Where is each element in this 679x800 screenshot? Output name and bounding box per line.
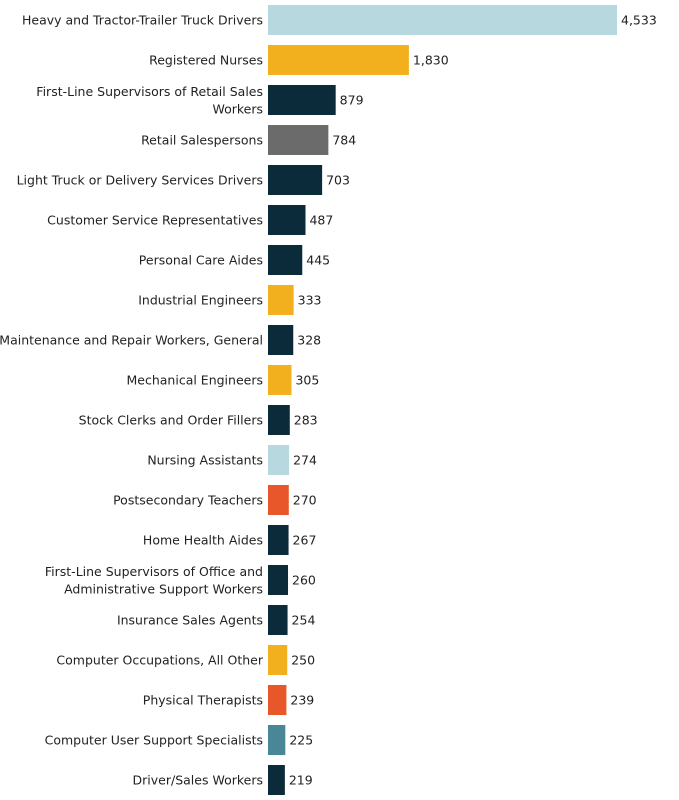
bar xyxy=(268,525,289,555)
value-label: 260 xyxy=(292,573,316,588)
category-label: Computer User Support Specialists xyxy=(45,733,263,748)
bar xyxy=(268,445,290,475)
bar xyxy=(268,205,306,235)
value-label: 784 xyxy=(332,133,356,148)
bar xyxy=(268,285,294,315)
value-label: 270 xyxy=(293,493,317,508)
value-label: 254 xyxy=(292,613,316,628)
bar xyxy=(268,5,617,35)
category-label: Physical Therapists xyxy=(143,693,263,708)
bar xyxy=(268,725,286,755)
category-label: Computer Occupations, All Other xyxy=(56,653,263,668)
value-label: 445 xyxy=(306,253,330,268)
category-label-line: Administrative Support Workers xyxy=(64,581,263,596)
category-label: Maintenance and Repair Workers, General xyxy=(0,333,263,348)
category-label: Nursing Assistants xyxy=(147,453,263,468)
category-label: Insurance Sales Agents xyxy=(117,613,263,628)
value-label: 4,533 xyxy=(621,13,657,28)
category-label: First-Line Supervisors of Retail Sales Wo… xyxy=(36,84,263,117)
bar xyxy=(268,45,409,75)
bar xyxy=(268,485,289,515)
value-label: 487 xyxy=(309,213,333,228)
bar xyxy=(268,85,336,115)
category-label: Industrial Engineers xyxy=(138,293,263,308)
value-label: 328 xyxy=(297,333,321,348)
category-label: Stock Clerks and Order Fillers xyxy=(79,413,263,428)
value-label: 305 xyxy=(295,373,319,388)
category-label: Light Truck or Delivery Services Drivers xyxy=(17,173,263,188)
category-label-line: First-Line Supervisors of Retail Sales xyxy=(36,84,263,99)
category-label: Customer Service Representatives xyxy=(47,213,263,228)
value-label: 333 xyxy=(298,293,322,308)
category-label: Mechanical Engineers xyxy=(127,373,264,388)
bar xyxy=(268,125,329,155)
category-label: Personal Care Aides xyxy=(139,253,263,268)
bar xyxy=(268,245,303,275)
bar xyxy=(268,605,288,635)
value-label: 267 xyxy=(293,533,317,548)
bar xyxy=(268,325,294,355)
value-labels: 4,533 1,830 879 784 703 487 445 333 328 305 283 274… xyxy=(289,13,657,788)
value-label: 879 xyxy=(340,93,364,108)
category-label: Driver/Sales Workers xyxy=(133,773,263,788)
value-label: 250 xyxy=(291,653,315,668)
category-label: Registered Nurses xyxy=(149,53,263,68)
value-label: 1,830 xyxy=(413,53,449,68)
bar xyxy=(268,685,287,715)
category-label: Heavy and Tractor-Trailer Truck Drivers xyxy=(22,13,263,28)
category-label-line: First-Line Supervisors of Office and xyxy=(45,564,263,579)
bar xyxy=(268,405,290,435)
category-label: Postsecondary Teachers xyxy=(113,493,263,508)
category-label: Home Health Aides xyxy=(143,533,263,548)
category-label-line: Workers xyxy=(212,101,263,116)
category-label: Retail Salespersons xyxy=(141,133,263,148)
bars xyxy=(268,5,617,795)
value-label: 274 xyxy=(293,453,317,468)
value-label: 703 xyxy=(326,173,350,188)
bar xyxy=(268,365,292,395)
bar xyxy=(268,165,323,195)
category-labels: Heavy and Tractor-Trailer Truck Drivers R… xyxy=(0,13,264,788)
category-label: First-Line Supervisors of Office and Admi… xyxy=(45,564,263,597)
bar xyxy=(268,765,285,795)
bar xyxy=(268,645,288,675)
value-label: 219 xyxy=(289,773,313,788)
value-label: 239 xyxy=(290,693,314,708)
value-label: 225 xyxy=(289,733,313,748)
value-label: 283 xyxy=(294,413,318,428)
bar xyxy=(268,565,289,595)
